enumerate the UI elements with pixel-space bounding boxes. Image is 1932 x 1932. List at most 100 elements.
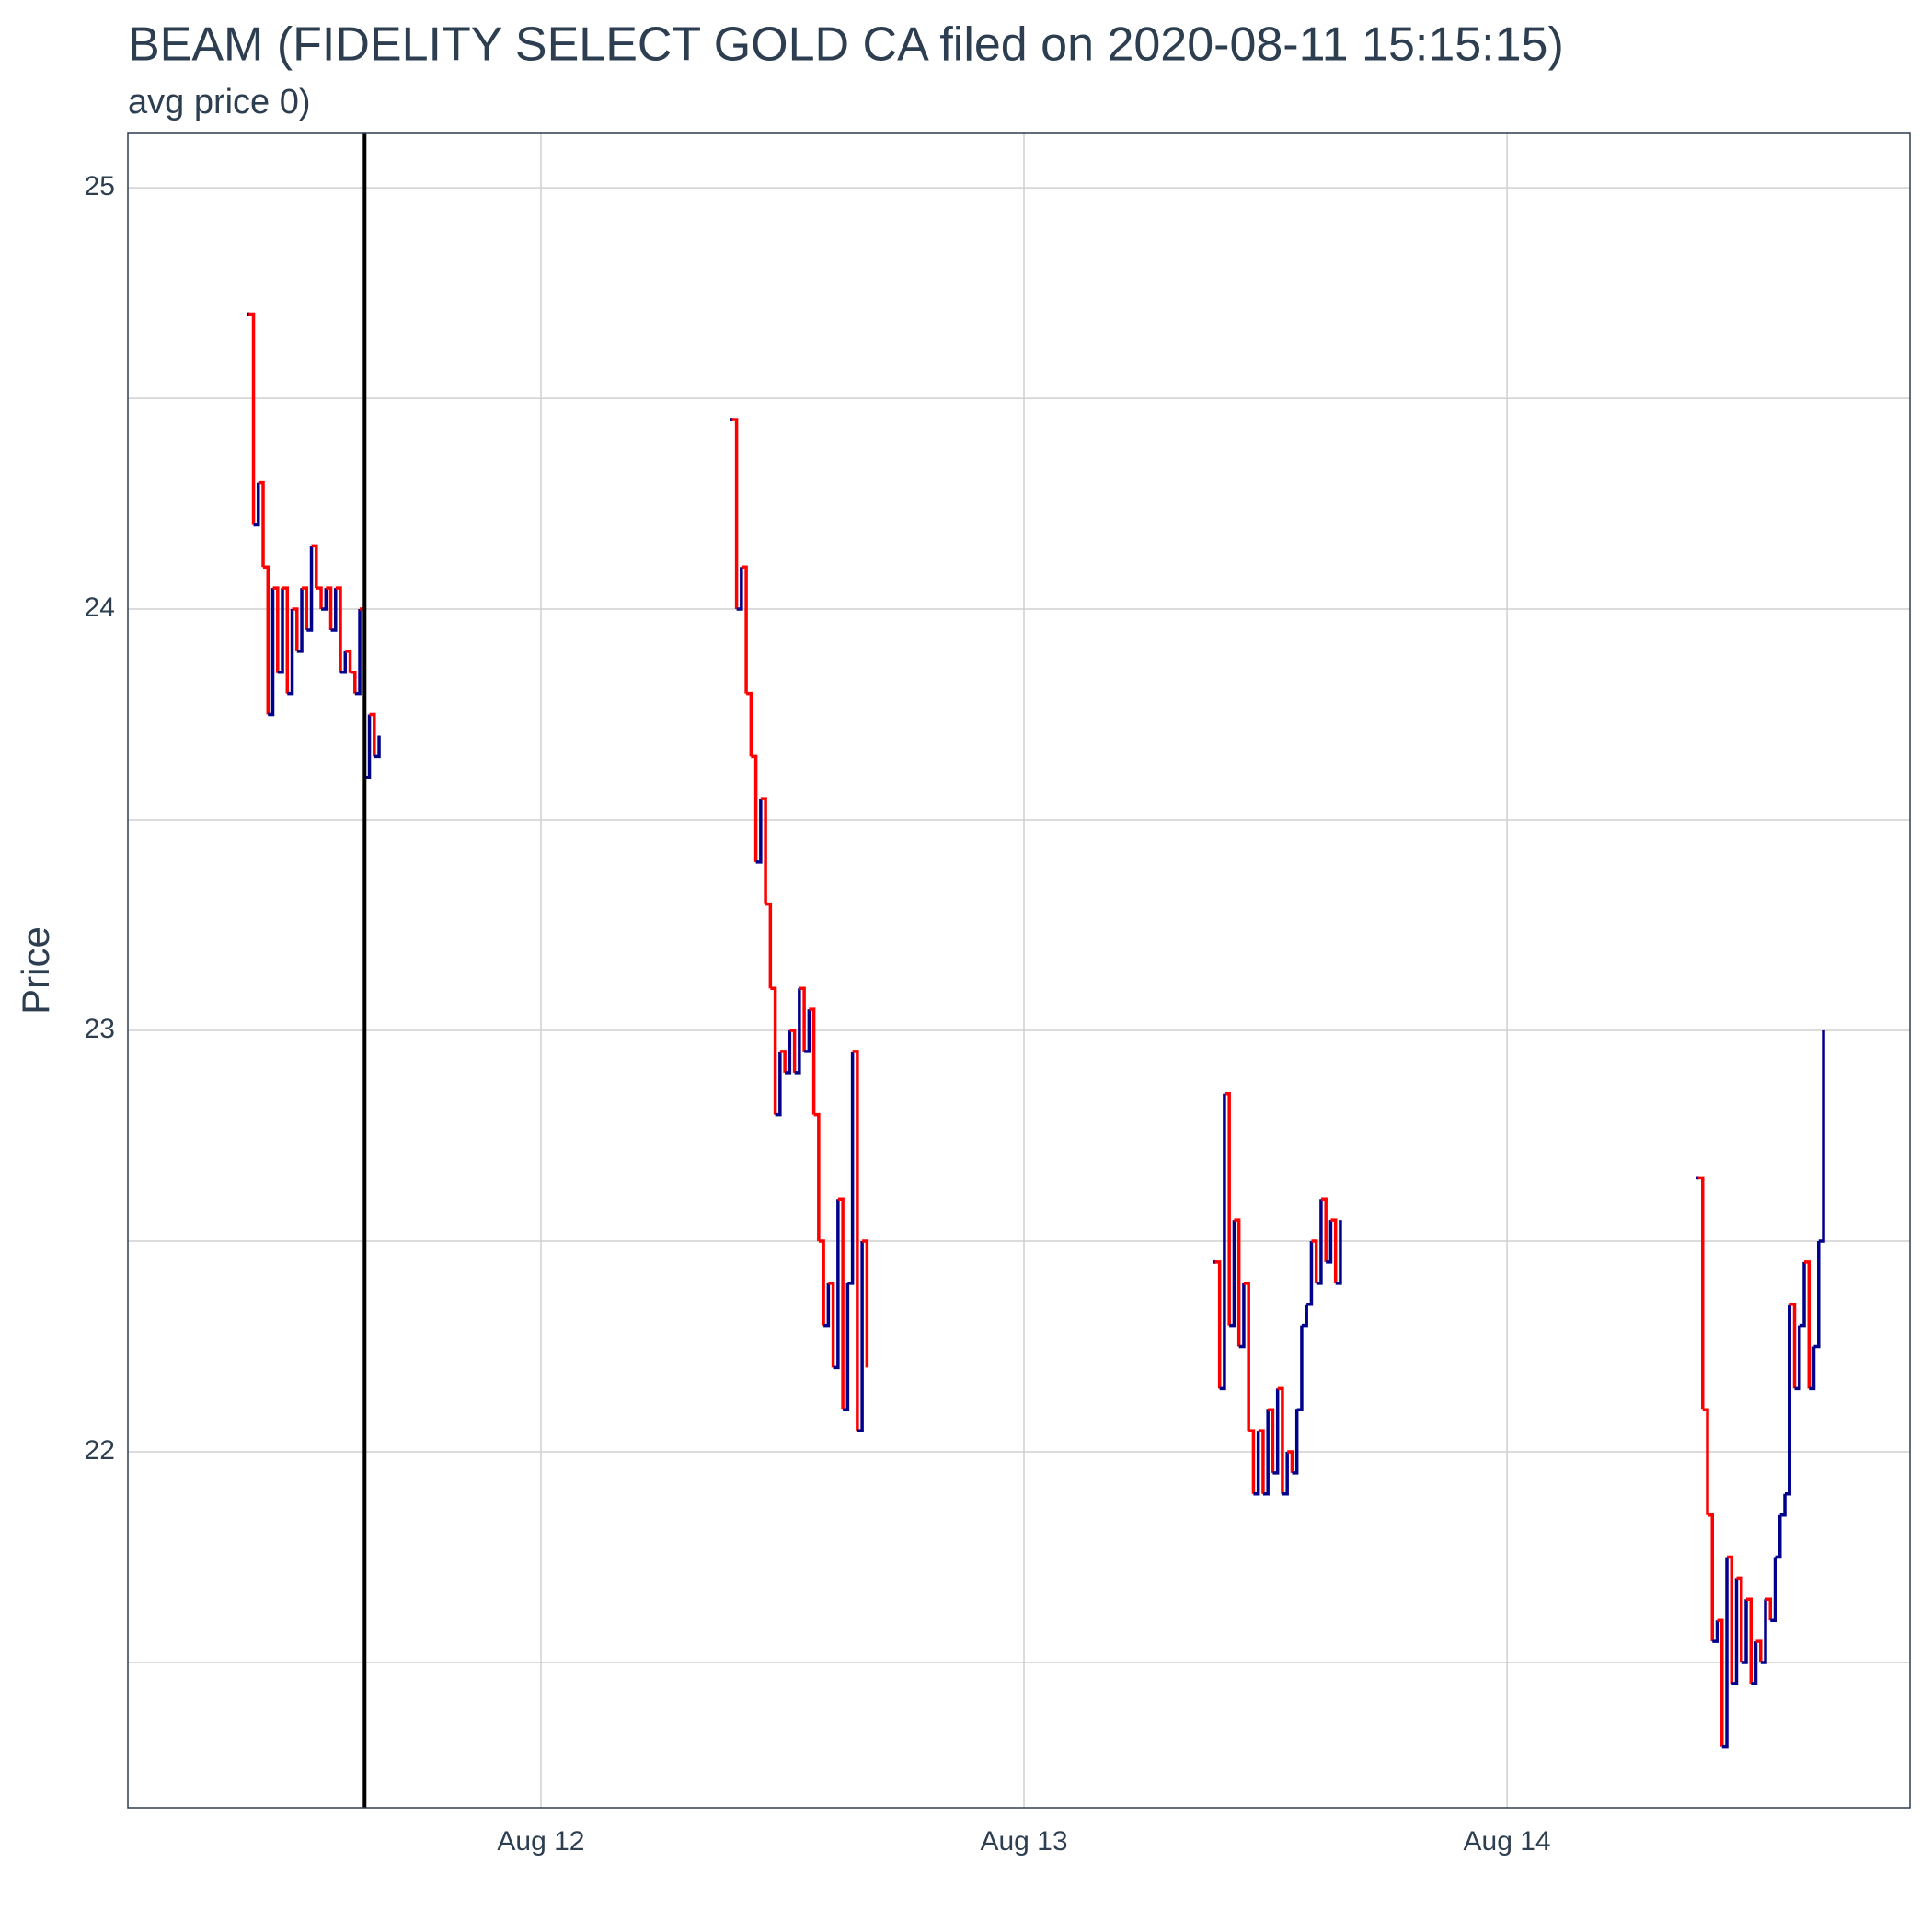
price-segment [306, 546, 314, 632]
price-segment [1775, 1514, 1782, 1559]
x-tick-label: Aug 12 [497, 1826, 584, 1857]
price-segment [1258, 1429, 1265, 1494]
price-segment [287, 609, 294, 696]
price-segment [1253, 1431, 1260, 1496]
price-segment [1287, 1450, 1294, 1473]
price-segment [779, 1050, 787, 1073]
price-segment [833, 1199, 840, 1370]
price-segment [1330, 1218, 1338, 1283]
chart-subtitle: avg price 0) [128, 83, 311, 121]
price-segment [340, 650, 348, 674]
price-segment [1306, 1241, 1314, 1306]
price-segment [1799, 1261, 1806, 1328]
price-segment [823, 1282, 831, 1328]
price-segment [731, 418, 739, 610]
price-segment [1751, 1641, 1758, 1685]
plot-area: 22 23 24 25 Aug 12 Aug 13 Aug 14 [85, 132, 1911, 1857]
price-segment [354, 609, 362, 696]
price-segment [1721, 1557, 1729, 1749]
x-tick-label: Aug 13 [980, 1826, 1067, 1857]
price-segment [1765, 1597, 1773, 1621]
price-segment [335, 586, 342, 673]
price-segment [1789, 1302, 1797, 1389]
plot-border [127, 132, 1911, 1809]
price-segment [1717, 1618, 1724, 1747]
x-tick-label: Aug 14 [1464, 1826, 1551, 1857]
price-segment [736, 567, 743, 611]
price-segment [1745, 1597, 1754, 1684]
price-segment [316, 586, 323, 610]
price-segment [799, 986, 806, 1052]
price-segment [1214, 1260, 1222, 1389]
price-segment [1224, 1091, 1231, 1326]
price-segment [369, 712, 376, 757]
price-segment [794, 988, 801, 1075]
y-tick-label: 25 [85, 171, 115, 201]
y-axis-label: Price [14, 926, 57, 1015]
price-segment [1301, 1304, 1308, 1328]
price-segment [765, 902, 773, 989]
price-segment [804, 1009, 811, 1053]
y-tick-label: 22 [85, 1435, 115, 1466]
price-segment [1292, 1409, 1299, 1475]
price-segment [1311, 1239, 1318, 1283]
price-segment [292, 607, 299, 651]
price-segment [1702, 1408, 1709, 1515]
price-segment [852, 1050, 859, 1432]
price-segment [296, 588, 304, 653]
price-segment [813, 1112, 821, 1242]
price-segment [311, 544, 318, 589]
price-segment [847, 1051, 855, 1285]
price-segment [837, 1197, 845, 1410]
price-segment [1268, 1408, 1275, 1473]
price-segment [350, 671, 357, 694]
price-segment [818, 1239, 825, 1326]
y-tick-label: 24 [85, 592, 115, 623]
price-segment [746, 691, 753, 757]
price-segment [1262, 1409, 1270, 1496]
price-segment [1726, 1555, 1733, 1684]
price-segment [1219, 1093, 1226, 1391]
price-segment [1229, 1220, 1236, 1328]
price-segment [1697, 1176, 1705, 1410]
price-segment [1809, 1346, 1816, 1391]
price-segment [862, 1239, 869, 1368]
price-segment [345, 650, 352, 673]
price-segment [1770, 1557, 1777, 1622]
price-segment [843, 1282, 850, 1411]
price-segment [1234, 1218, 1241, 1347]
price-segment [1755, 1639, 1763, 1662]
chart-title: BEAM (FIDELITY SELECT GOLD CA filed on 2… [128, 18, 1564, 72]
price-segment [277, 588, 284, 674]
price-segment [828, 1282, 835, 1368]
price-segment [1785, 1304, 1792, 1496]
price-segment [789, 1029, 797, 1073]
price-segment [857, 1241, 864, 1432]
price-segment [1731, 1578, 1739, 1685]
price-segment [785, 1030, 792, 1075]
price-segment [1813, 1241, 1821, 1349]
price-segment [1326, 1220, 1333, 1264]
price-segment [1707, 1512, 1714, 1642]
price-segment [1794, 1325, 1801, 1391]
price-segment [1296, 1325, 1304, 1411]
price-segment [1238, 1282, 1246, 1349]
price-segment [268, 588, 275, 717]
price-segment [1335, 1220, 1342, 1285]
price-segment [1804, 1260, 1811, 1389]
price-segment [272, 586, 280, 673]
price-segment [1277, 1386, 1284, 1494]
price-segment [1282, 1452, 1289, 1496]
price-segment [326, 586, 333, 630]
price-segment [770, 986, 777, 1115]
price-segment [1272, 1388, 1280, 1475]
price-segment [755, 799, 763, 864]
price-segment [1712, 1620, 1719, 1643]
price-segment [1779, 1493, 1787, 1517]
price-segment [1818, 1030, 1825, 1243]
price-segment [248, 312, 256, 525]
price-segment [302, 586, 309, 630]
price-segment [741, 565, 748, 694]
